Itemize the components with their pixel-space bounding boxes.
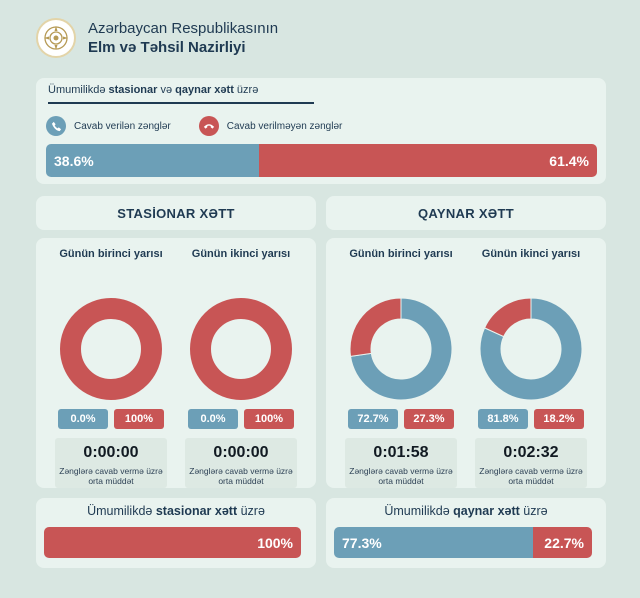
overall-title-post: üzrə bbox=[233, 84, 259, 96]
stationary-total-unanswered-segment: 100% bbox=[44, 527, 301, 558]
donut-slice-unanswered bbox=[483, 297, 532, 338]
avg-time-box: 0:00:00 Zənglərə cavab vermə üzrə orta m… bbox=[185, 438, 297, 488]
half-title: Günün ikinci yarısı bbox=[191, 248, 291, 260]
answered-percent: 0.0% bbox=[58, 409, 108, 429]
hotline-first-half-donut bbox=[349, 297, 453, 401]
donut-slice-unanswered bbox=[60, 298, 162, 400]
total-title-pre: Ümumilikdə bbox=[384, 504, 454, 518]
half-title: Günün ikinci yarısı bbox=[481, 248, 581, 260]
org-name-line2: Elm və Təhsil Nazirliyi bbox=[88, 39, 246, 56]
avg-time-value: 0:01:58 bbox=[373, 444, 429, 461]
phone-hangup-icon bbox=[198, 116, 219, 136]
stationary-section-title: STASİONAR XƏTT bbox=[36, 196, 316, 230]
hotline-total-answered-segment: 77.3% bbox=[334, 527, 534, 558]
legend-answered-label: Cavab verilən zənglər bbox=[74, 120, 171, 132]
legend-unanswered-label: Cavab verilməyən zənglər bbox=[226, 120, 343, 132]
phone-answered-icon bbox=[46, 116, 66, 136]
overall-unanswered-segment: 61.4% bbox=[258, 144, 597, 177]
overall-title-bold1: stasionar bbox=[108, 84, 158, 96]
avg-time-value: 0:02:32 bbox=[503, 444, 559, 461]
donut-slice-answered bbox=[479, 297, 583, 401]
stationary-first-half-donut bbox=[60, 298, 162, 400]
overall-answered-segment: 38.6% bbox=[46, 144, 259, 177]
hotline-total-bar: 77.3% 22.7% bbox=[334, 527, 592, 558]
donut-slice-unanswered bbox=[190, 298, 292, 400]
avg-time-caption: Zənglərə cavab vermə üzrə orta müddət bbox=[189, 466, 293, 486]
total-title-post: üzrə bbox=[237, 504, 265, 518]
legend: Cavab verilən zənglər Cavab verilməyən z… bbox=[46, 116, 342, 136]
total-title-pre: Ümumilikdə bbox=[87, 504, 156, 518]
header: Azərbaycan Respublikasının Elm və Təhsil… bbox=[36, 18, 278, 58]
answered-percent: 72.7% bbox=[348, 409, 398, 429]
avg-time-caption: Zənglərə cavab vermə üzrə orta müddət bbox=[479, 466, 583, 486]
org-name-line1: Azərbaycan Respublikasının bbox=[88, 20, 279, 37]
stationary-total-title: Ümumilikdə stasionar xətt üzrə bbox=[36, 504, 316, 518]
unanswered-percent: 27.3% bbox=[404, 409, 454, 429]
hotline-second-half: Günün ikinci yarısı 81.8% 18.2% 0:02:32 … bbox=[468, 248, 594, 488]
total-title-bold: qaynar xətt bbox=[453, 504, 520, 518]
avg-time-value: 0:00:00 bbox=[213, 444, 269, 461]
stationary-second-half-donut bbox=[190, 298, 292, 400]
overall-card: Ümumilikdə stasionar və qaynar xətt üzrə… bbox=[36, 78, 606, 184]
avg-time-box: 0:02:32 Zənglərə cavab vermə üzrə orta m… bbox=[475, 438, 587, 488]
ministry-emblem-icon bbox=[36, 18, 76, 58]
stationary-second-half: Günün ikinci yarısı 0.0% 100% 0:00:00 Zə… bbox=[178, 248, 304, 488]
overall-title-mid: və bbox=[157, 84, 176, 96]
unanswered-percent: 100% bbox=[114, 409, 164, 429]
title-underline bbox=[48, 102, 314, 104]
total-title-bold: stasionar xətt bbox=[155, 504, 238, 518]
avg-time-caption: Zənglərə cavab vermə üzrə orta müddət bbox=[59, 466, 163, 486]
avg-time-box: 0:01:58 Zənglərə cavab vermə üzrə orta m… bbox=[345, 438, 457, 488]
overall-stacked-bar: 38.6% 61.4% bbox=[46, 144, 597, 177]
unanswered-percent: 100% bbox=[244, 409, 294, 429]
avg-time-caption: Zənglərə cavab vermə üzrə orta müddət bbox=[349, 466, 453, 486]
half-title: Günün birinci yarısı bbox=[59, 248, 163, 260]
donut-slice-unanswered bbox=[349, 297, 402, 357]
total-title-post: üzrə bbox=[519, 504, 548, 518]
answered-percent: 0.0% bbox=[188, 409, 238, 429]
hotline-panel: Günün birinci yarısı 72.7% 27.3% 0:01:58… bbox=[326, 238, 606, 488]
unanswered-percent: 18.2% bbox=[534, 409, 584, 429]
hotline-second-half-donut bbox=[479, 297, 583, 401]
overall-title-bold2: qaynar xətt bbox=[175, 84, 234, 96]
overall-title: Ümumilikdə stasionar və qaynar xətt üzrə bbox=[48, 84, 258, 96]
hotline-total-card: Ümumilikdə qaynar xətt üzrə 77.3% 22.7% bbox=[326, 498, 606, 568]
answered-percent: 81.8% bbox=[478, 409, 528, 429]
hotline-total-title: Ümumilikdə qaynar xətt üzrə bbox=[326, 504, 606, 518]
hotline-total-unanswered-segment: 22.7% bbox=[533, 527, 592, 558]
half-title: Günün birinci yarısı bbox=[349, 248, 453, 260]
avg-time-value: 0:00:00 bbox=[83, 444, 139, 461]
avg-time-box: 0:00:00 Zənglərə cavab vermə üzrə orta m… bbox=[55, 438, 167, 488]
hotline-section-title: QAYNAR XƏTT bbox=[326, 196, 606, 230]
hotline-first-half: Günün birinci yarısı 72.7% 27.3% 0:01:58… bbox=[338, 248, 464, 488]
stationary-panel: Günün birinci yarısı 0.0% 100% 0:00:00 Z… bbox=[36, 238, 316, 488]
stationary-first-half: Günün birinci yarısı 0.0% 100% 0:00:00 Z… bbox=[48, 248, 174, 488]
stationary-total-card: Ümumilikdə stasionar xətt üzrə 100% bbox=[36, 498, 316, 568]
overall-title-pre: Ümumilikdə bbox=[48, 84, 109, 96]
donut-slice-answered bbox=[349, 297, 453, 401]
stationary-total-bar: 100% bbox=[44, 527, 301, 558]
